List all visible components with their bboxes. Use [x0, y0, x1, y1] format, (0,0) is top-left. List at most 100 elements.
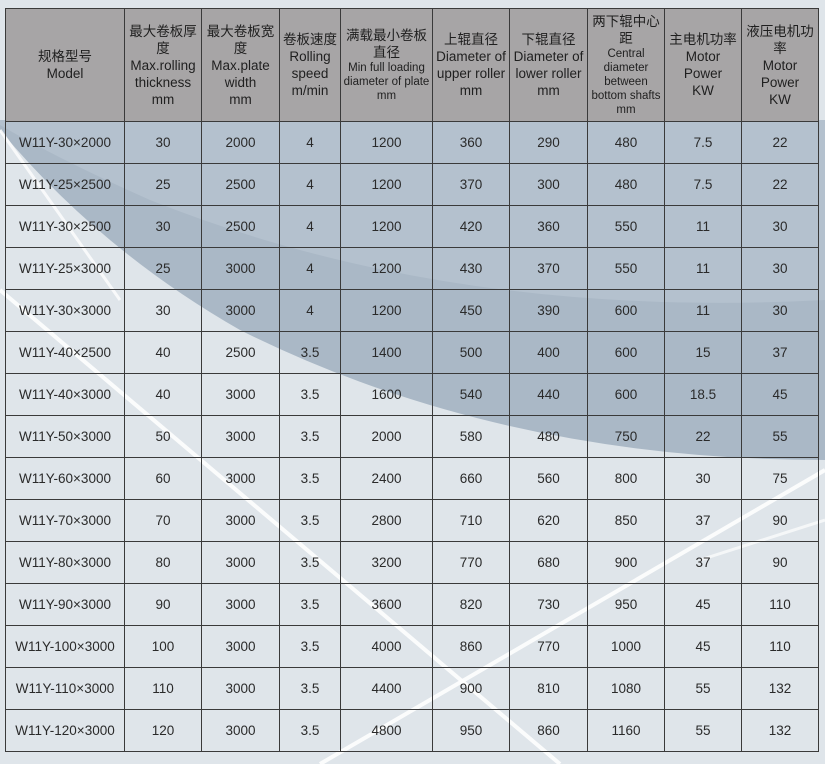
table-cell: 30 [124, 121, 202, 164]
table-cell: 3.5 [279, 415, 341, 458]
table-cell: W11Y-40×3000 [5, 373, 125, 416]
table-cell: W11Y-25×2500 [5, 163, 125, 206]
header-zh: 卷板速度 [283, 32, 337, 47]
table-cell: 30 [741, 289, 819, 332]
table-cell: 360 [432, 121, 510, 164]
header-en: Diameter of upper roller [436, 49, 506, 81]
table-cell: 500 [432, 331, 510, 374]
table-cell: W11Y-30×3000 [5, 289, 125, 332]
table-cell: 132 [741, 709, 819, 752]
table-cell: 3.5 [279, 499, 341, 542]
table-cell: 390 [509, 289, 588, 332]
table-cell: 820 [432, 583, 510, 626]
header-en: Motor Power [760, 57, 800, 90]
table-cell: 2500 [201, 163, 280, 206]
table-cell: W11Y-25×3000 [5, 247, 125, 290]
table-cell: 1400 [340, 331, 433, 374]
table-cell: 60 [124, 457, 202, 500]
table-row: W11Y-90×3000 90 3000 3.5 3600 820 730 950 45 110 [5, 583, 819, 626]
table-cell: 770 [432, 541, 510, 584]
table-cell: 420 [432, 205, 510, 248]
table-cell: 550 [587, 205, 665, 248]
table-cell: 3000 [201, 457, 280, 500]
table-cell: 50 [124, 415, 202, 458]
table-cell: 55 [741, 415, 819, 458]
table-cell: 480 [509, 415, 588, 458]
table-cell: W11Y-120×3000 [5, 709, 125, 752]
table-cell: 11 [664, 247, 742, 290]
table-cell: 37 [664, 499, 742, 542]
table-cell: 30 [741, 247, 819, 290]
table-cell: W11Y-60×3000 [5, 457, 125, 500]
table-cell: 90 [741, 499, 819, 542]
table-row: W11Y-110×3000 110 3000 3.5 4400 900 810 1080 55 1… [5, 667, 819, 710]
table-cell: 710 [432, 499, 510, 542]
header-zh: 规格型号 [38, 49, 92, 64]
table-cell: 680 [509, 541, 588, 584]
column-header: 主电机功率 Motor Power KW [664, 8, 742, 122]
column-header: 满载最小卷板直径 Min full loading diameter of pla… [340, 8, 433, 122]
table-cell: 7.5 [664, 121, 742, 164]
table-cell: 300 [509, 163, 588, 206]
table-cell: 15 [664, 331, 742, 374]
column-header: 最大卷板厚度 Max.rolling thickness mm [124, 8, 202, 122]
table-cell: 1200 [340, 163, 433, 206]
column-header: 上辊直径 Diameter of upper roller mm [432, 8, 510, 122]
table-cell: 2000 [340, 415, 433, 458]
table-cell: 37 [741, 331, 819, 374]
table-cell: 2800 [340, 499, 433, 542]
header-unit: mm [151, 91, 175, 107]
table-cell: 22 [741, 121, 819, 164]
header-zh: 满载最小卷板直径 [346, 28, 427, 60]
table-cell: 1200 [340, 205, 433, 248]
table-cell: 18.5 [664, 373, 742, 416]
table-cell: 3000 [201, 289, 280, 332]
header-unit: KW [692, 83, 714, 98]
table-cell: 600 [587, 289, 665, 332]
table-cell: 3.5 [279, 541, 341, 584]
column-header: 两下辊中心距 Central diameter between bottom sh… [587, 8, 665, 122]
table-cell: 3000 [201, 247, 280, 290]
table-cell: 3.5 [279, 331, 341, 374]
column-header: 卷板速度 Rolling speed m/min [279, 8, 341, 122]
table-row: W11Y-120×3000 120 3000 3.5 4800 950 860 1160 55 1… [5, 709, 819, 752]
table-cell: 22 [741, 163, 819, 206]
table-row: W11Y-30×2500 30 2500 4 1200 420 360 550 11 30 [5, 205, 819, 248]
table-cell: 580 [432, 415, 510, 458]
column-header: 液压电机功率 Motor Power KW [741, 8, 819, 122]
table-cell: W11Y-40×2500 [5, 331, 125, 374]
table-cell: 110 [741, 583, 819, 626]
table-cell: 3000 [201, 583, 280, 626]
table-cell: 45 [664, 625, 742, 668]
header-zh: 下辊直径 [521, 32, 576, 47]
table-cell: 4000 [340, 625, 433, 668]
table-row: W11Y-40×3000 40 3000 3.5 1600 540 440 600 18.5 45 [5, 373, 819, 416]
table-cell: 70 [124, 499, 202, 542]
table-cell: W11Y-110×3000 [5, 667, 125, 710]
table-cell: 3.5 [279, 583, 341, 626]
table-cell: 600 [587, 331, 665, 374]
table-cell: 25 [124, 247, 202, 290]
header-zh: 液压电机功率 [746, 23, 814, 56]
table-cell: 4 [279, 163, 341, 206]
table-cell: 3200 [340, 541, 433, 584]
header-unit: KW [769, 91, 791, 107]
header-en: Min full loading diameter of plate [343, 62, 430, 88]
table-row: W11Y-70×3000 70 3000 3.5 2800 710 620 850 37 90 [5, 499, 819, 542]
table-cell: 900 [432, 667, 510, 710]
header-zh: 两下辊中心距 [592, 14, 660, 46]
table-cell: 37 [664, 541, 742, 584]
header-en: Rolling speed [289, 49, 331, 81]
table-row: W11Y-30×2000 30 2000 4 1200 360 290 480 7.5 22 [5, 121, 819, 164]
table-cell: 55 [664, 667, 742, 710]
table-cell: 100 [124, 625, 202, 668]
table-cell: 110 [124, 667, 202, 710]
table-cell: 40 [124, 373, 202, 416]
table-cell: 4 [279, 205, 341, 248]
table-cell: 3000 [201, 373, 280, 416]
table-cell: 4400 [340, 667, 433, 710]
table-cell: W11Y-50×3000 [5, 415, 125, 458]
table-cell: 30 [124, 205, 202, 248]
table-cell: 30 [124, 289, 202, 332]
table-cell: 1200 [340, 247, 433, 290]
